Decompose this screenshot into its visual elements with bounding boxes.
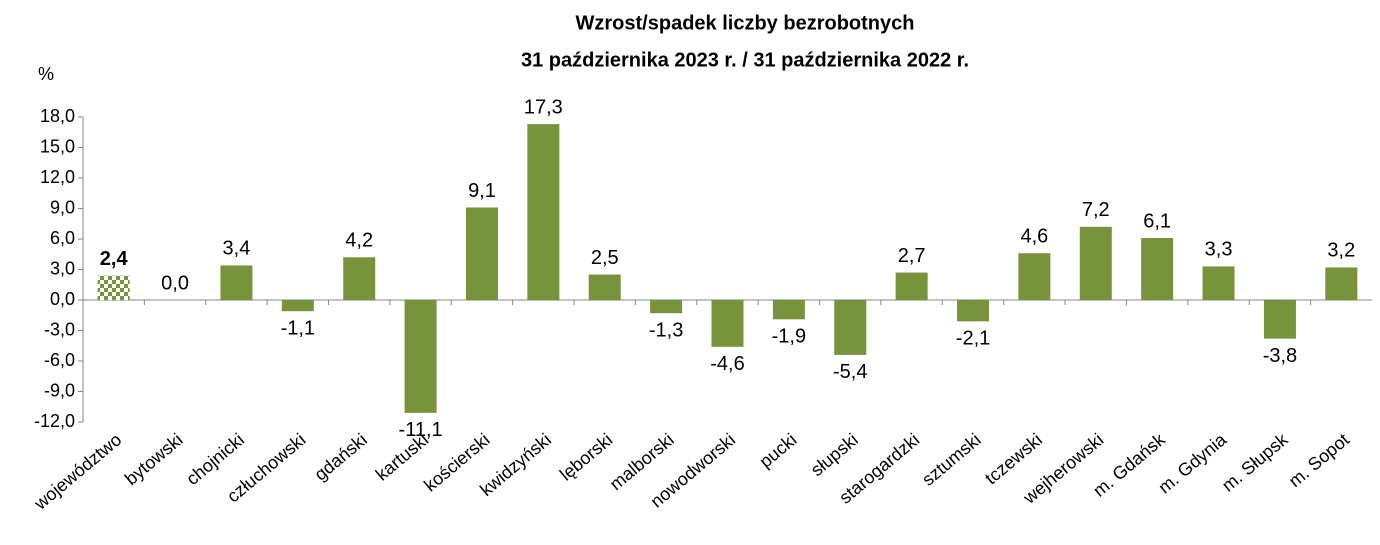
y-tick-label: -9,0 — [44, 380, 75, 400]
value-label: 17,3 — [524, 96, 563, 118]
bar — [1018, 253, 1051, 300]
x-tick-label: województwo — [30, 429, 126, 514]
bar — [527, 124, 560, 300]
bar — [895, 272, 928, 300]
y-tick-label: -6,0 — [44, 350, 75, 370]
x-tick-label: słupski — [807, 429, 862, 480]
value-label: -1,3 — [649, 319, 683, 341]
value-label: -11,1 — [399, 419, 443, 441]
y-tick-label: -3,0 — [44, 319, 75, 339]
value-label: -1,1 — [281, 317, 315, 339]
bar — [1079, 226, 1112, 300]
value-label: 4,6 — [1020, 226, 1048, 248]
value-label: 6,1 — [1143, 210, 1171, 232]
value-label: 2,5 — [591, 247, 619, 269]
bar — [465, 207, 498, 300]
chart-title: 31 października 2023 r. / 31 październik… — [521, 49, 969, 71]
bar — [1325, 267, 1358, 300]
value-label: 3,4 — [223, 238, 251, 260]
bar — [220, 265, 253, 300]
value-label: 3,2 — [1327, 240, 1355, 262]
value-label: 9,1 — [468, 180, 496, 202]
bar — [1141, 237, 1174, 300]
value-label: -3,8 — [1263, 345, 1297, 367]
x-tick-label: sztumski — [918, 429, 984, 489]
bar — [1202, 266, 1235, 300]
value-label: 4,2 — [345, 230, 373, 252]
value-label: 2,4 — [100, 248, 129, 270]
x-tick-label: lęborski — [556, 429, 616, 484]
x-tick-label: gdański — [310, 429, 370, 484]
bar — [711, 300, 744, 347]
y-tick-label: 18,0 — [40, 106, 75, 126]
bar — [772, 300, 805, 320]
x-tick-label: m. Sopot — [1285, 429, 1353, 491]
y-tick-label: 15,0 — [40, 136, 75, 156]
bar — [1263, 300, 1296, 339]
value-label: 7,2 — [1082, 199, 1110, 221]
chart-title: Wzrost/spadek liczby bezrobotnych — [576, 12, 915, 34]
bar — [281, 300, 314, 312]
value-label: -1,9 — [772, 326, 806, 348]
y-axis-label: % — [38, 64, 54, 84]
bar — [957, 300, 990, 322]
x-tick-label: pucki — [755, 429, 800, 471]
y-tick-label: 3,0 — [50, 258, 75, 278]
value-label: -5,4 — [833, 361, 867, 383]
value-label: 0,0 — [161, 272, 189, 294]
value-label: -4,6 — [710, 353, 744, 375]
x-tick-label: bytowski — [121, 429, 187, 489]
bar — [343, 257, 376, 300]
x-tick-label: m. Gdynia — [1154, 429, 1230, 498]
y-tick-label: 6,0 — [50, 228, 75, 248]
bar — [650, 300, 683, 314]
bar — [97, 275, 130, 300]
bar — [834, 300, 867, 355]
y-tick-label: 9,0 — [50, 197, 75, 217]
bar — [404, 300, 437, 413]
bar — [588, 274, 621, 300]
y-tick-label: 12,0 — [40, 167, 75, 187]
y-tick-label: 0,0 — [50, 289, 75, 309]
value-label: 3,3 — [1205, 239, 1233, 261]
value-label: 2,7 — [898, 245, 926, 267]
value-label: -2,1 — [956, 328, 990, 350]
x-tick-label: m. Słupsk — [1218, 429, 1292, 496]
y-tick-label: -12,0 — [34, 411, 75, 431]
